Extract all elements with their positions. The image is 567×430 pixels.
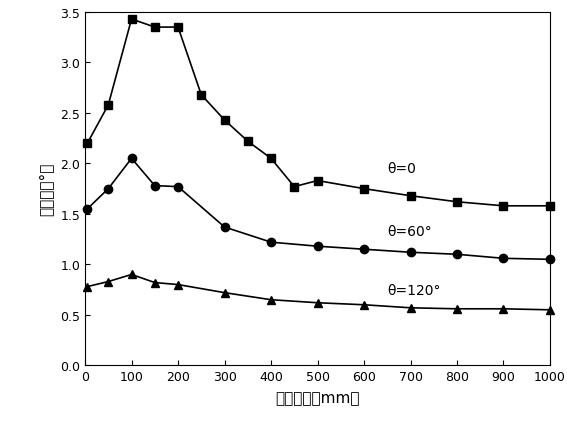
Y-axis label: 回弹角（°）: 回弹角（°） [38, 163, 53, 216]
X-axis label: 曲率半径（mm）: 曲率半径（mm） [275, 390, 360, 405]
Text: θ=120°: θ=120° [387, 283, 441, 297]
Text: θ=60°: θ=60° [387, 224, 432, 239]
Text: θ=0: θ=0 [387, 162, 416, 176]
